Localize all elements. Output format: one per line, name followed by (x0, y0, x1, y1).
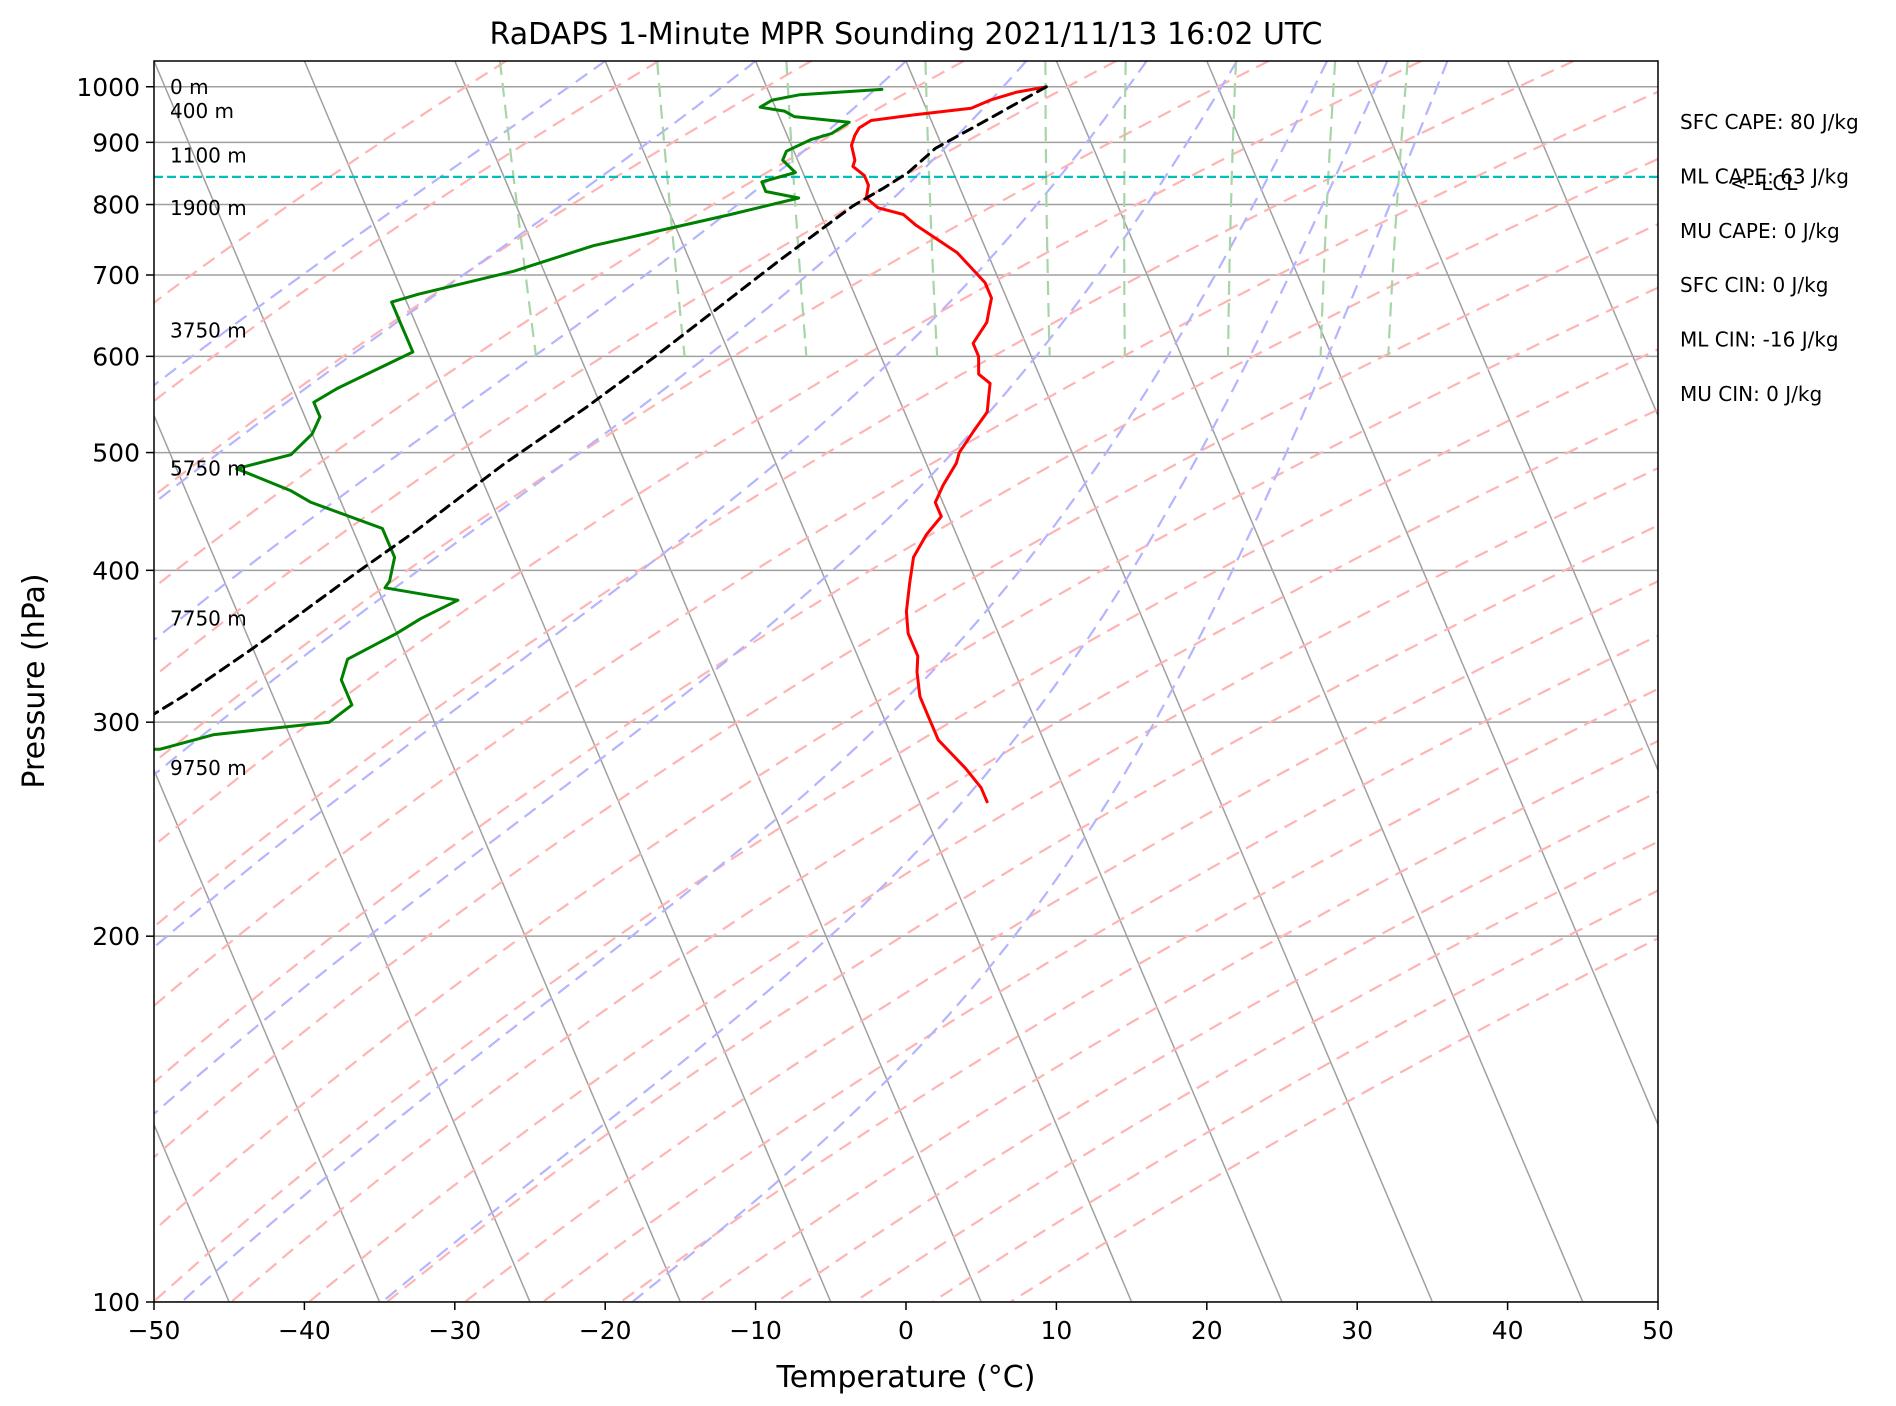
isotherm--40 (303, 61, 832, 1302)
dry-adiabat (931, 889, 1658, 1302)
chart-title: RaDAPS 1-Minute MPR Sounding 2021/11/13 … (490, 17, 1323, 52)
y-tick-label: 900 (92, 128, 140, 157)
dry-adiabat (154, 348, 1658, 1302)
x-tick-label: 10 (1040, 1316, 1072, 1345)
stat-line: SFC CAPE: 80 J/kg (1680, 110, 1859, 134)
x-tick-label: 0 (898, 1316, 914, 1345)
x-tick-label: 20 (1191, 1316, 1223, 1345)
isotherm-30 (1356, 61, 1658, 773)
stat-line: ML CIN: -16 J/kg (1680, 328, 1839, 352)
moist-adiabat (154, 61, 757, 505)
isotherm-40 (1506, 61, 1658, 418)
y-axis: 100 200 300 400 500 600 700 800 900 1000 (76, 73, 154, 1317)
isotherm-0 (905, 61, 1434, 1302)
x-axis-label: Temperature (°C) (776, 1360, 1036, 1395)
mixing-ratio-line (1226, 61, 1238, 357)
isotherm--60 (154, 413, 531, 1302)
series-layer (154, 85, 1048, 804)
moist-adiabat (154, 61, 907, 642)
isotherm-10 (1055, 61, 1584, 1302)
stat-line: MU CIN: 0 J/kg (1680, 382, 1822, 406)
stat-line: MU CAPE: 0 J/kg (1680, 219, 1840, 243)
dry-adiabat (154, 61, 1575, 929)
dry-adiabat (154, 61, 812, 498)
dry-adiabat (697, 739, 1658, 1302)
y-tick-label: 700 (92, 261, 140, 290)
y-tick-label: 500 (92, 439, 140, 468)
height-label: 9750 m (170, 756, 247, 780)
isotherm--50 (154, 61, 682, 1302)
moist-adiabat (631, 61, 1449, 1302)
plot-frame (153, 60, 1659, 1303)
dry-adiabat (154, 61, 1117, 678)
isotherm--30 (454, 61, 982, 1302)
x-tick-label: −30 (428, 1316, 481, 1345)
height-label: 1100 m (170, 143, 247, 167)
moist-adiabat (180, 61, 1329, 1302)
mixing-ratio-line (785, 61, 808, 357)
dewpoint-line (154, 87, 884, 751)
dry-adiabat (464, 579, 1658, 1302)
x-tick-label: 30 (1341, 1316, 1373, 1345)
height-label: 1900 m (170, 196, 247, 220)
temperature-line (850, 85, 1048, 804)
height-label: 400 m (170, 99, 234, 123)
isotherm--70 (154, 768, 381, 1302)
isotherm-20 (1206, 61, 1658, 1127)
dry-adiabat (154, 61, 1422, 848)
dry-adiabat (619, 687, 1658, 1302)
y-tick-label: 300 (92, 708, 140, 737)
y-tick-label: 200 (92, 922, 140, 951)
stat-line: SFC CIN: 0 J/kg (1680, 273, 1828, 297)
height-labels: 9750 m 7750 m 5750 m 3750 m 1900 m 1100 m 400 … (170, 75, 247, 780)
mixing-ratio-line (1123, 61, 1127, 357)
moist-adiabat (154, 61, 1238, 1116)
dry-adiabat (154, 61, 965, 589)
lcl-label: <--LCL (1730, 171, 1798, 195)
x-tick-label: −10 (729, 1316, 782, 1345)
moist-adiabat (154, 61, 1028, 777)
x-tick-label: −20 (579, 1316, 632, 1345)
height-label: 5750 m (170, 457, 247, 481)
reference-lines (154, 61, 1658, 1302)
x-tick-label: 40 (1492, 1316, 1524, 1345)
mixing-ratio-line (656, 61, 686, 357)
mixing-ratio-line (1319, 61, 1337, 357)
dry-adiabat (154, 61, 1270, 764)
mixing-ratio-line (1044, 61, 1051, 357)
dry-adiabat (154, 222, 1658, 1159)
height-label: 3750 m (170, 319, 247, 343)
dry-adiabat (154, 61, 660, 403)
parcel-line (154, 85, 1048, 716)
y-tick-label: 400 (92, 556, 140, 585)
height-label: 0 m (170, 75, 209, 99)
x-tick-label: −40 (278, 1316, 331, 1345)
moist-adiabat (154, 61, 606, 387)
height-label: 7750 m (170, 607, 247, 631)
moist-adiabat (381, 61, 1389, 1302)
y-tick-label: 100 (92, 1288, 140, 1317)
y-axis-label: Pressure (hPa) (17, 573, 52, 788)
stats-panel: SFC CAPE: 80 J/kg ML CAPE: 63 J/kg MU CAPE… (1680, 110, 1859, 406)
dry-adiabat (542, 634, 1658, 1302)
x-tick-label: −50 (128, 1316, 181, 1345)
mixing-ratio-line (1387, 61, 1409, 357)
x-axis: −50 −40 −30 −20 −10 0 10 20 30 40 50 (128, 1302, 1674, 1345)
y-tick-label: 600 (92, 342, 140, 371)
x-tick-label: 50 (1642, 1316, 1674, 1345)
dry-adiabat (154, 61, 507, 304)
dry-adiabat (853, 840, 1658, 1302)
y-tick-label: 800 (92, 191, 140, 220)
dry-adiabat (775, 790, 1658, 1302)
isotherm--20 (604, 61, 1133, 1302)
isotherm-50 (1657, 61, 1658, 63)
y-tick-label: 1000 (76, 73, 140, 102)
mixing-ratio-line (924, 61, 939, 357)
dry-adiabat (154, 157, 1658, 1084)
stat-line: ML CAPE: 63 J/kg (1680, 164, 1849, 188)
dry-adiabat (154, 90, 1658, 1008)
moist-adiabat (154, 61, 1148, 949)
